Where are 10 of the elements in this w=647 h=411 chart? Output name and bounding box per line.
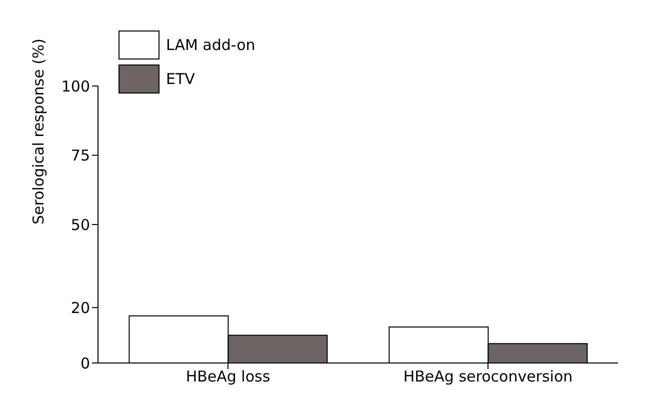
y-tick-label: 100 <box>61 77 90 96</box>
y-axis-title: Serological response (%) <box>29 38 48 224</box>
y-tick-label: 50 <box>70 216 90 234</box>
y-tick-label: 20 <box>70 298 90 317</box>
x-tick-label: HBeAg loss <box>186 368 270 386</box>
legend-label: ETV <box>166 70 195 88</box>
x-tick-label: HBeAg seroconversion <box>403 368 573 386</box>
legend-label: LAM add-on <box>166 36 256 54</box>
y-tick-label: 0 <box>80 354 90 372</box>
y-tick-label: 75 <box>70 146 90 165</box>
